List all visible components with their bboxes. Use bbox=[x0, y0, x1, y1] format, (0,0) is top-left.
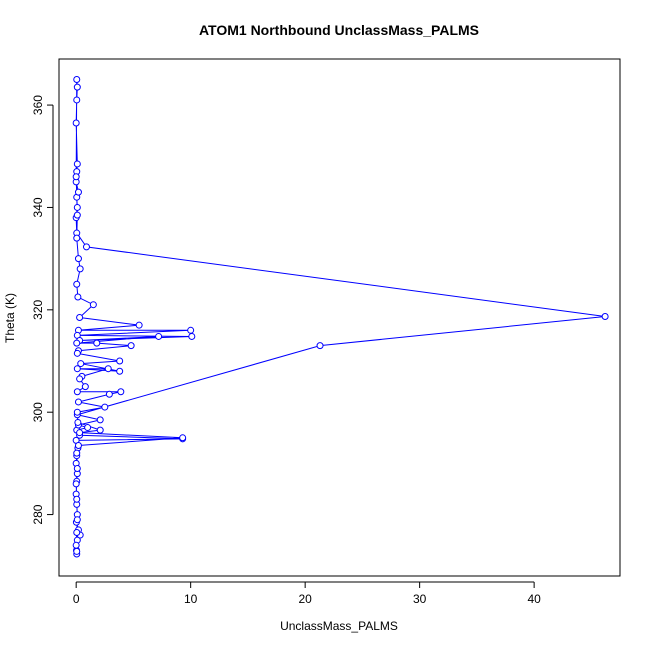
data-point bbox=[73, 280, 81, 288]
data-point bbox=[72, 119, 80, 127]
data-point bbox=[73, 339, 81, 347]
data-point bbox=[82, 243, 90, 251]
x-tick-label: 40 bbox=[527, 592, 541, 606]
data-point bbox=[84, 424, 92, 432]
y-tick-label: 320 bbox=[31, 299, 45, 319]
data-point bbox=[96, 426, 104, 434]
data-point bbox=[187, 326, 195, 334]
data-point bbox=[73, 495, 81, 503]
x-tick-label: 0 bbox=[73, 592, 80, 606]
x-tick-label: 30 bbox=[413, 592, 427, 606]
data-point bbox=[93, 339, 101, 347]
data-point bbox=[601, 312, 609, 320]
data-point bbox=[73, 408, 81, 416]
data-point bbox=[73, 234, 81, 242]
data-point bbox=[74, 293, 82, 301]
data-point bbox=[73, 388, 81, 396]
y-axis: 280 300 320 340 360 bbox=[31, 95, 54, 525]
x-tick-label: 10 bbox=[184, 592, 198, 606]
data-point bbox=[77, 360, 85, 368]
data-point bbox=[73, 516, 81, 524]
data-point bbox=[127, 342, 135, 350]
data-point bbox=[76, 375, 84, 383]
data-point bbox=[104, 365, 112, 373]
data-point bbox=[73, 203, 81, 211]
plot-frame bbox=[58, 58, 621, 577]
chart-title: ATOM1 Northbound UnclassMass_PALMS bbox=[199, 22, 479, 38]
data-point bbox=[73, 528, 81, 536]
data-point bbox=[73, 365, 81, 373]
data-point bbox=[73, 96, 81, 104]
y-tick-label: 360 bbox=[31, 95, 45, 115]
x-tick-label: 20 bbox=[298, 592, 312, 606]
data-point bbox=[73, 83, 81, 91]
data-point bbox=[74, 418, 82, 426]
data-point bbox=[81, 383, 89, 391]
data-point bbox=[73, 211, 81, 219]
data-point bbox=[72, 173, 80, 181]
data-point bbox=[74, 188, 82, 196]
data-point bbox=[316, 342, 324, 350]
data-point bbox=[76, 314, 84, 321]
x-axis: 0 10 20 30 40 bbox=[73, 581, 541, 606]
data-point bbox=[76, 429, 84, 437]
data-point bbox=[72, 480, 80, 488]
data-point bbox=[73, 349, 81, 357]
data-point bbox=[73, 75, 81, 83]
data-point bbox=[116, 357, 124, 365]
data-point bbox=[74, 441, 82, 449]
data-point bbox=[73, 465, 81, 472]
data-point bbox=[89, 301, 97, 309]
series-points bbox=[72, 75, 609, 558]
data-point bbox=[73, 547, 81, 555]
data-point bbox=[73, 449, 81, 457]
x-axis-label: UnclassMass_PALMS bbox=[280, 619, 398, 633]
y-tick-label: 340 bbox=[31, 197, 45, 217]
data-point bbox=[74, 255, 82, 263]
y-tick-label: 300 bbox=[31, 402, 45, 422]
data-point bbox=[105, 390, 113, 398]
data-point bbox=[179, 434, 187, 442]
data-point bbox=[74, 398, 82, 406]
y-axis-label: Theta (K) bbox=[3, 293, 17, 343]
data-point bbox=[117, 388, 125, 396]
y-tick-label: 280 bbox=[31, 504, 45, 524]
data-point bbox=[101, 403, 109, 411]
data-point bbox=[188, 332, 196, 340]
data-point bbox=[116, 367, 124, 375]
data-point bbox=[96, 416, 104, 424]
data-point bbox=[73, 160, 81, 168]
data-point bbox=[155, 332, 163, 340]
data-point bbox=[76, 265, 84, 273]
data-point bbox=[72, 541, 80, 549]
data-point bbox=[135, 321, 143, 329]
